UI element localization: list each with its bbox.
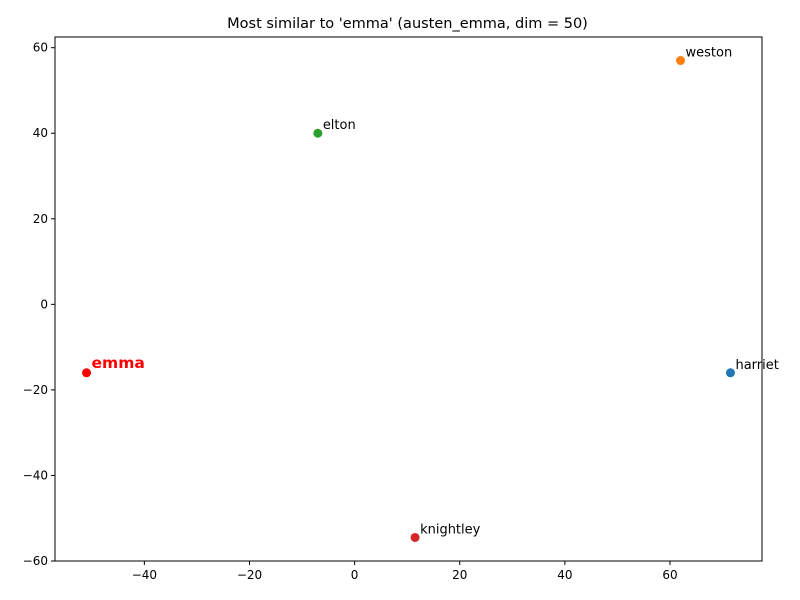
point-label-emma: emma bbox=[92, 354, 145, 372]
point-emma bbox=[82, 368, 92, 378]
x-tick-label: 40 bbox=[557, 568, 572, 582]
plot-frame bbox=[54, 36, 763, 562]
y-tick-label: −60 bbox=[23, 554, 48, 568]
point-harriet bbox=[725, 368, 735, 378]
point-label-harriet: harriet bbox=[735, 358, 778, 373]
chart-title: Most similar to 'emma' (austen_emma, dim… bbox=[227, 16, 588, 32]
point-knightley bbox=[410, 532, 420, 542]
y-tick-label: −40 bbox=[23, 468, 48, 482]
point-elton bbox=[313, 128, 323, 138]
y-tick-label: 60 bbox=[33, 41, 48, 55]
point-label-weston: weston bbox=[686, 46, 733, 61]
point-label-elton: elton bbox=[323, 118, 356, 133]
y-tick-label: 0 bbox=[40, 297, 48, 311]
points-layer: emma harriet weston elton knightley bbox=[82, 46, 779, 542]
x-tick-label: 60 bbox=[662, 568, 677, 582]
x-tick-label: 0 bbox=[351, 568, 359, 582]
x-tick-label: 20 bbox=[452, 568, 467, 582]
x-tick-label: −20 bbox=[237, 568, 262, 582]
x-tick-label: −40 bbox=[132, 568, 157, 582]
y-tick-label: 20 bbox=[33, 212, 48, 226]
y-tick-label: 40 bbox=[33, 126, 48, 140]
axes-layer: −40 −20 0 20 40 60 −60 −40 −20 0 20 40 60 bbox=[23, 36, 763, 582]
point-label-knightley: knightley bbox=[420, 522, 481, 537]
point-weston bbox=[676, 56, 686, 66]
y-tick-label: −20 bbox=[23, 383, 48, 397]
